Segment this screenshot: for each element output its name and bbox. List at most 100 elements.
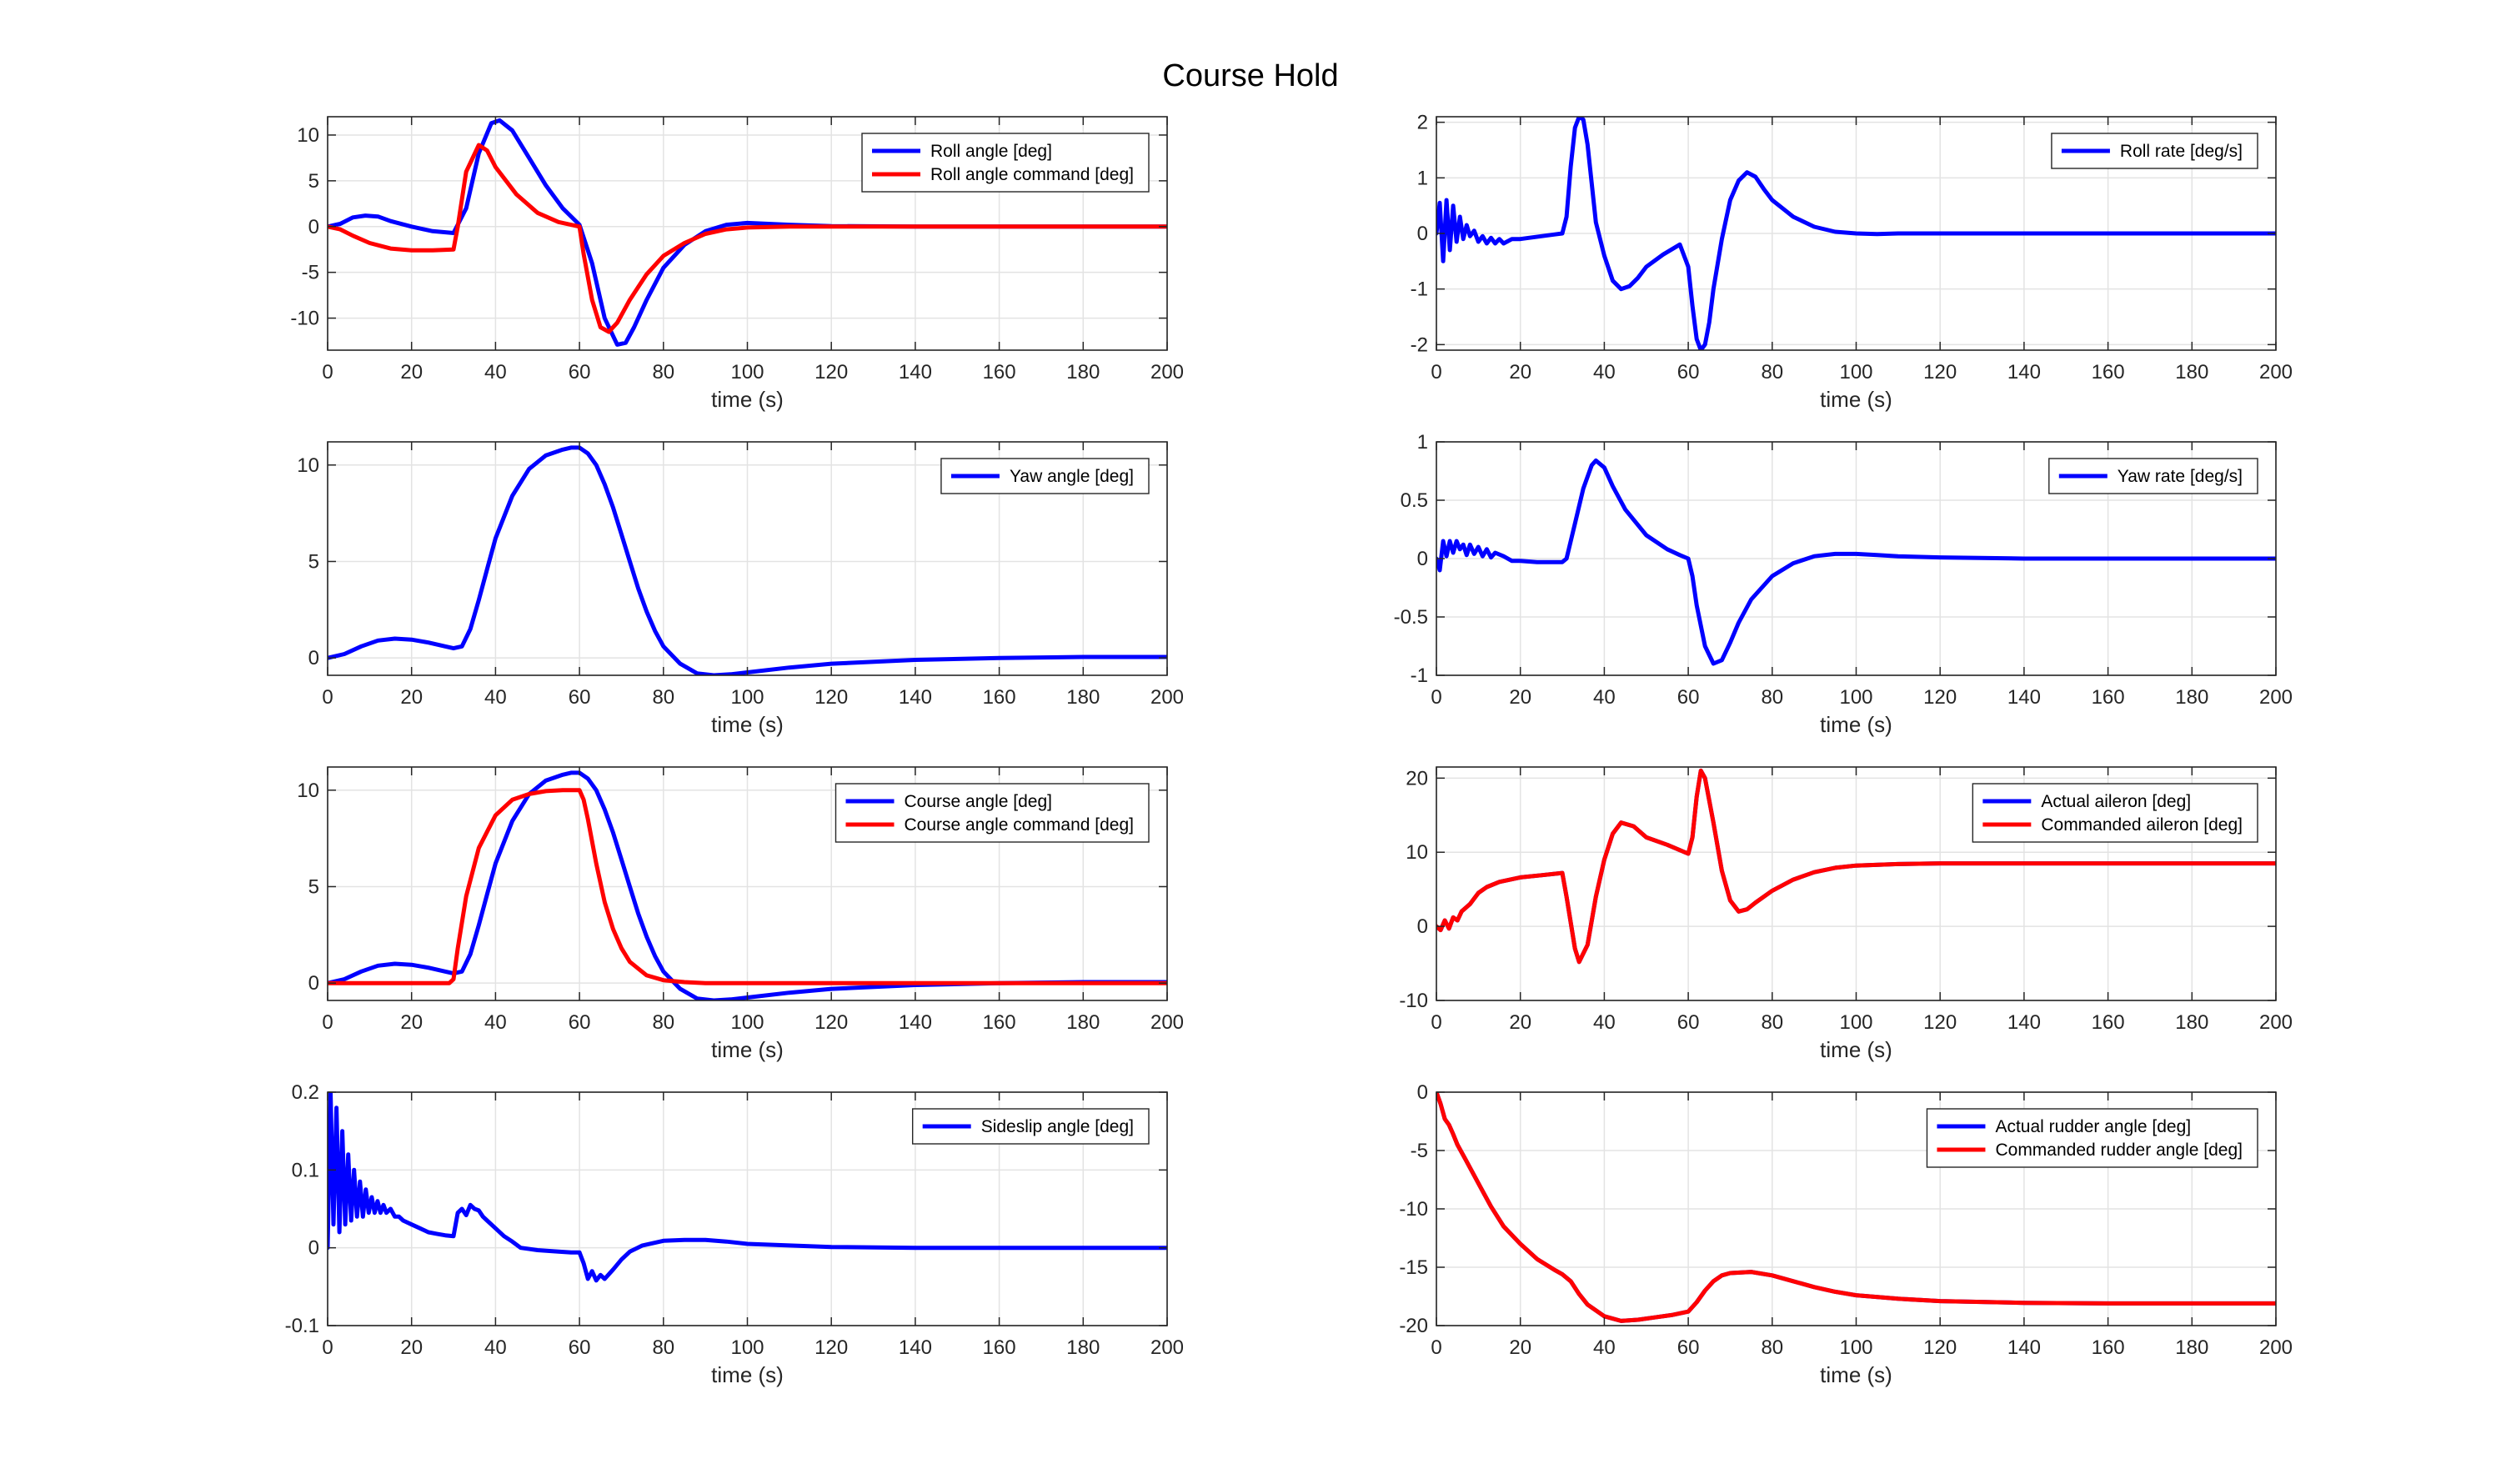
x-tick-label: 40 [484, 1336, 507, 1359]
y-tick-label: 0 [308, 972, 319, 995]
legend-label: Actual aileron [deg] [2041, 792, 2191, 811]
x-tick-label: 80 [652, 1011, 674, 1034]
series-line-2 [1436, 1092, 2276, 1323]
x-tick-label: 160 [983, 1011, 1016, 1034]
y-tick-label: 10 [297, 780, 319, 802]
x-axis-label: time (s) [1820, 387, 1892, 412]
subplot-sideslip: 0 20 40 60 80 100 120 140 160 180 200-0.100.10.2ti… [285, 1081, 1184, 1387]
legend: Roll angle [deg] Roll angle command [deg] [861, 133, 1150, 193]
x-tick-label: 100 [1839, 1011, 1872, 1034]
subplot-yaw-angle: 0 20 40 60 80 100 120 140 160 180 200 0 5 10 time (s) Y… [297, 441, 1184, 737]
y-tick-label: 0.1 [292, 1159, 319, 1181]
x-tick-label: 160 [983, 686, 1016, 709]
legend: Course angle [deg] Course angle command [… [835, 783, 1150, 843]
y-tick-label: 2 [1417, 112, 1428, 134]
x-tick-label: 100 [730, 686, 764, 709]
legend-label: Yaw angle [deg] [1010, 467, 1134, 486]
x-tick-label: 80 [652, 1336, 674, 1359]
y-tick-label: 5 [308, 875, 319, 898]
y-tick-label: 0 [308, 216, 319, 238]
x-tick-label: 180 [1066, 361, 1100, 384]
y-tick-label: -1 [1411, 278, 1428, 301]
y-tick-label: 0 [1417, 548, 1428, 570]
y-tick-label: -20 [1399, 1315, 1428, 1337]
x-tick-label: 60 [1677, 686, 1700, 709]
series-line-1 [328, 1092, 1167, 1283]
x-tick-label: 180 [2175, 686, 2208, 709]
series-line-1 [1436, 458, 2276, 666]
x-axis-label: time (s) [711, 712, 784, 737]
y-tick-label: 5 [308, 170, 319, 193]
series-line-1 [328, 445, 1167, 675]
x-tick-label: 140 [899, 361, 932, 384]
x-tick-label: 120 [1923, 1011, 1957, 1034]
x-tick-label: 20 [400, 1011, 423, 1034]
x-tick-label: 200 [2259, 1336, 2293, 1359]
x-tick-label: 120 [1923, 361, 1957, 384]
legend: Yaw rate [deg/s] [2048, 458, 2258, 494]
y-tick-label: -1 [1411, 664, 1428, 687]
x-tick-label: 120 [814, 1011, 848, 1034]
legend-label: Course angle command [deg] [905, 815, 1135, 835]
x-tick-label: 180 [1066, 1336, 1100, 1359]
x-tick-label: 0 [1431, 1336, 1441, 1359]
x-tick-label: 0 [1431, 1011, 1441, 1034]
x-tick-label: 200 [1150, 361, 1184, 384]
x-tick-label: 100 [1839, 686, 1872, 709]
y-tick-label: 0 [1417, 1081, 1428, 1104]
x-tick-label: 100 [730, 361, 764, 384]
x-tick-label: 120 [814, 1336, 848, 1359]
figure-title: Course Hold [1162, 58, 1339, 93]
x-tick-label: 180 [1066, 1011, 1100, 1034]
x-tick-label: 180 [2175, 1011, 2208, 1034]
x-axis-label: time (s) [1820, 1362, 1892, 1387]
y-tick-label: 0.2 [292, 1081, 319, 1104]
x-tick-label: 160 [2092, 686, 2125, 709]
x-tick-label: 180 [2175, 1336, 2208, 1359]
y-tick-label: 0 [308, 647, 319, 669]
x-tick-label: 0 [1431, 361, 1441, 384]
x-tick-label: 100 [730, 1011, 764, 1034]
legend-box [1926, 1108, 2258, 1168]
x-tick-label: 160 [2092, 1336, 2125, 1359]
x-tick-label: 40 [1593, 1336, 1616, 1359]
y-tick-label: 10 [297, 124, 319, 147]
x-tick-label: 20 [1509, 1011, 1531, 1034]
x-tick-label: 20 [1509, 361, 1531, 384]
legend: Roll rate [deg/s] [2051, 133, 2258, 169]
x-tick-label: 140 [899, 686, 932, 709]
x-tick-label: 60 [1677, 361, 1700, 384]
y-tick-label: -2 [1411, 333, 1428, 356]
y-tick-label: -15 [1399, 1256, 1428, 1279]
legend-label: Yaw rate [deg/s] [2118, 467, 2243, 486]
series-line-2 [1436, 768, 2276, 965]
x-tick-label: 160 [2092, 361, 2125, 384]
x-tick-label: 100 [730, 1336, 764, 1359]
y-tick-label: -10 [1399, 1198, 1428, 1221]
x-tick-label: 60 [569, 686, 591, 709]
subplot-rudder: 0 20 40 60 80 100 120 140 160 180 200 -20 -15 -10 -5 0 t… [1399, 1081, 2293, 1387]
x-tick-label: 80 [1761, 686, 1783, 709]
x-axis-label: time (s) [1820, 1037, 1892, 1062]
x-tick-label: 40 [484, 686, 507, 709]
subplot-roll-rate: 0 20 40 60 80 100 120 140 160 180 200 -2 -1 0 1 2 time (… [1411, 112, 2293, 412]
legend-label: Roll angle command [deg] [930, 165, 1134, 184]
x-tick-label: 160 [2092, 1011, 2125, 1034]
series-line-2 [328, 143, 1167, 334]
y-tick-label: 1 [1417, 167, 1428, 189]
subplot-course-angle: 0 20 40 60 80 100 120 140 160 180 200 0 5 10 time (s) C… [297, 766, 1184, 1062]
x-tick-label: 0 [322, 686, 333, 709]
legend-label: Actual rudder angle [deg] [1995, 1117, 2191, 1136]
x-tick-label: 140 [899, 1011, 932, 1034]
x-tick-label: 200 [2259, 686, 2293, 709]
x-tick-label: 180 [2175, 361, 2208, 384]
subplot-yaw-rate: 0 20 40 60 80 100 120 140 160 180 200 -1 -0.5 0 0.5 1 ti… [1394, 431, 2293, 737]
x-tick-label: 180 [1066, 686, 1100, 709]
y-tick-label: 0 [1417, 223, 1428, 245]
legend-box [861, 133, 1150, 193]
legend-label: Commanded rudder angle [deg] [1995, 1141, 2243, 1160]
y-tick-label: 0 [308, 1237, 319, 1260]
x-tick-label: 120 [1923, 1336, 1957, 1359]
y-tick-label: 5 [308, 550, 319, 573]
